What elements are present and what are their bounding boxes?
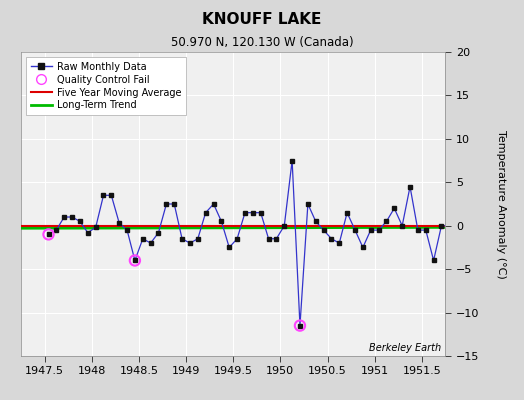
Point <box>130 257 139 264</box>
Legend: Raw Monthly Data, Quality Control Fail, Five Year Moving Average, Long-Term Tren: Raw Monthly Data, Quality Control Fail, … <box>26 57 187 115</box>
Text: Berkeley Earth: Berkeley Earth <box>369 343 441 353</box>
Text: KNOUFF LAKE: KNOUFF LAKE <box>202 12 322 27</box>
Point <box>45 231 53 238</box>
Point <box>296 322 304 329</box>
Y-axis label: Temperature Anomaly (°C): Temperature Anomaly (°C) <box>496 130 506 278</box>
Text: 50.970 N, 120.130 W (Canada): 50.970 N, 120.130 W (Canada) <box>171 36 353 49</box>
